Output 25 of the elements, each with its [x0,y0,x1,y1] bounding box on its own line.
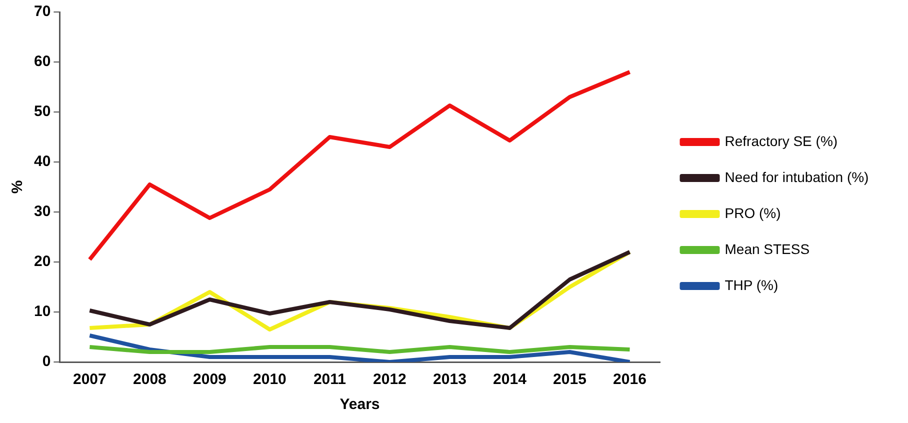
legend-label: Refractory SE (%) [724,132,838,149]
x-tick-label: 2013 [433,371,466,388]
x-tick-label: 2011 [313,371,346,388]
x-tick-label: 2008 [133,371,166,388]
x-tick-label: 2012 [373,371,406,388]
x-tick-label: 2007 [73,371,106,388]
y-tick-label: 50 [34,103,51,120]
legend-label: THP (%) [724,276,778,293]
legend-label: Need for intubation (%) [724,168,869,185]
x-tick-label: 2016 [613,371,646,388]
x-axis-title: Years [340,396,380,414]
y-tick-label: 10 [34,303,51,320]
y-tick-label: 30 [34,203,51,220]
x-tick-label: 2015 [553,371,586,388]
y-tick-label: 70 [34,3,51,20]
y-axis-title: % [9,180,26,194]
legend-label: Mean STESS [724,240,810,257]
x-tick-label: 2014 [493,371,528,388]
y-tick-label: 0 [42,353,51,370]
y-tick-label: 40 [34,153,51,170]
legend-label: PRO (%) [724,204,781,221]
y-tick-label: 20 [34,253,51,270]
x-tick-label: 2009 [193,371,226,388]
y-tick-label: 60 [34,53,51,70]
x-tick-label: 2010 [253,371,286,388]
